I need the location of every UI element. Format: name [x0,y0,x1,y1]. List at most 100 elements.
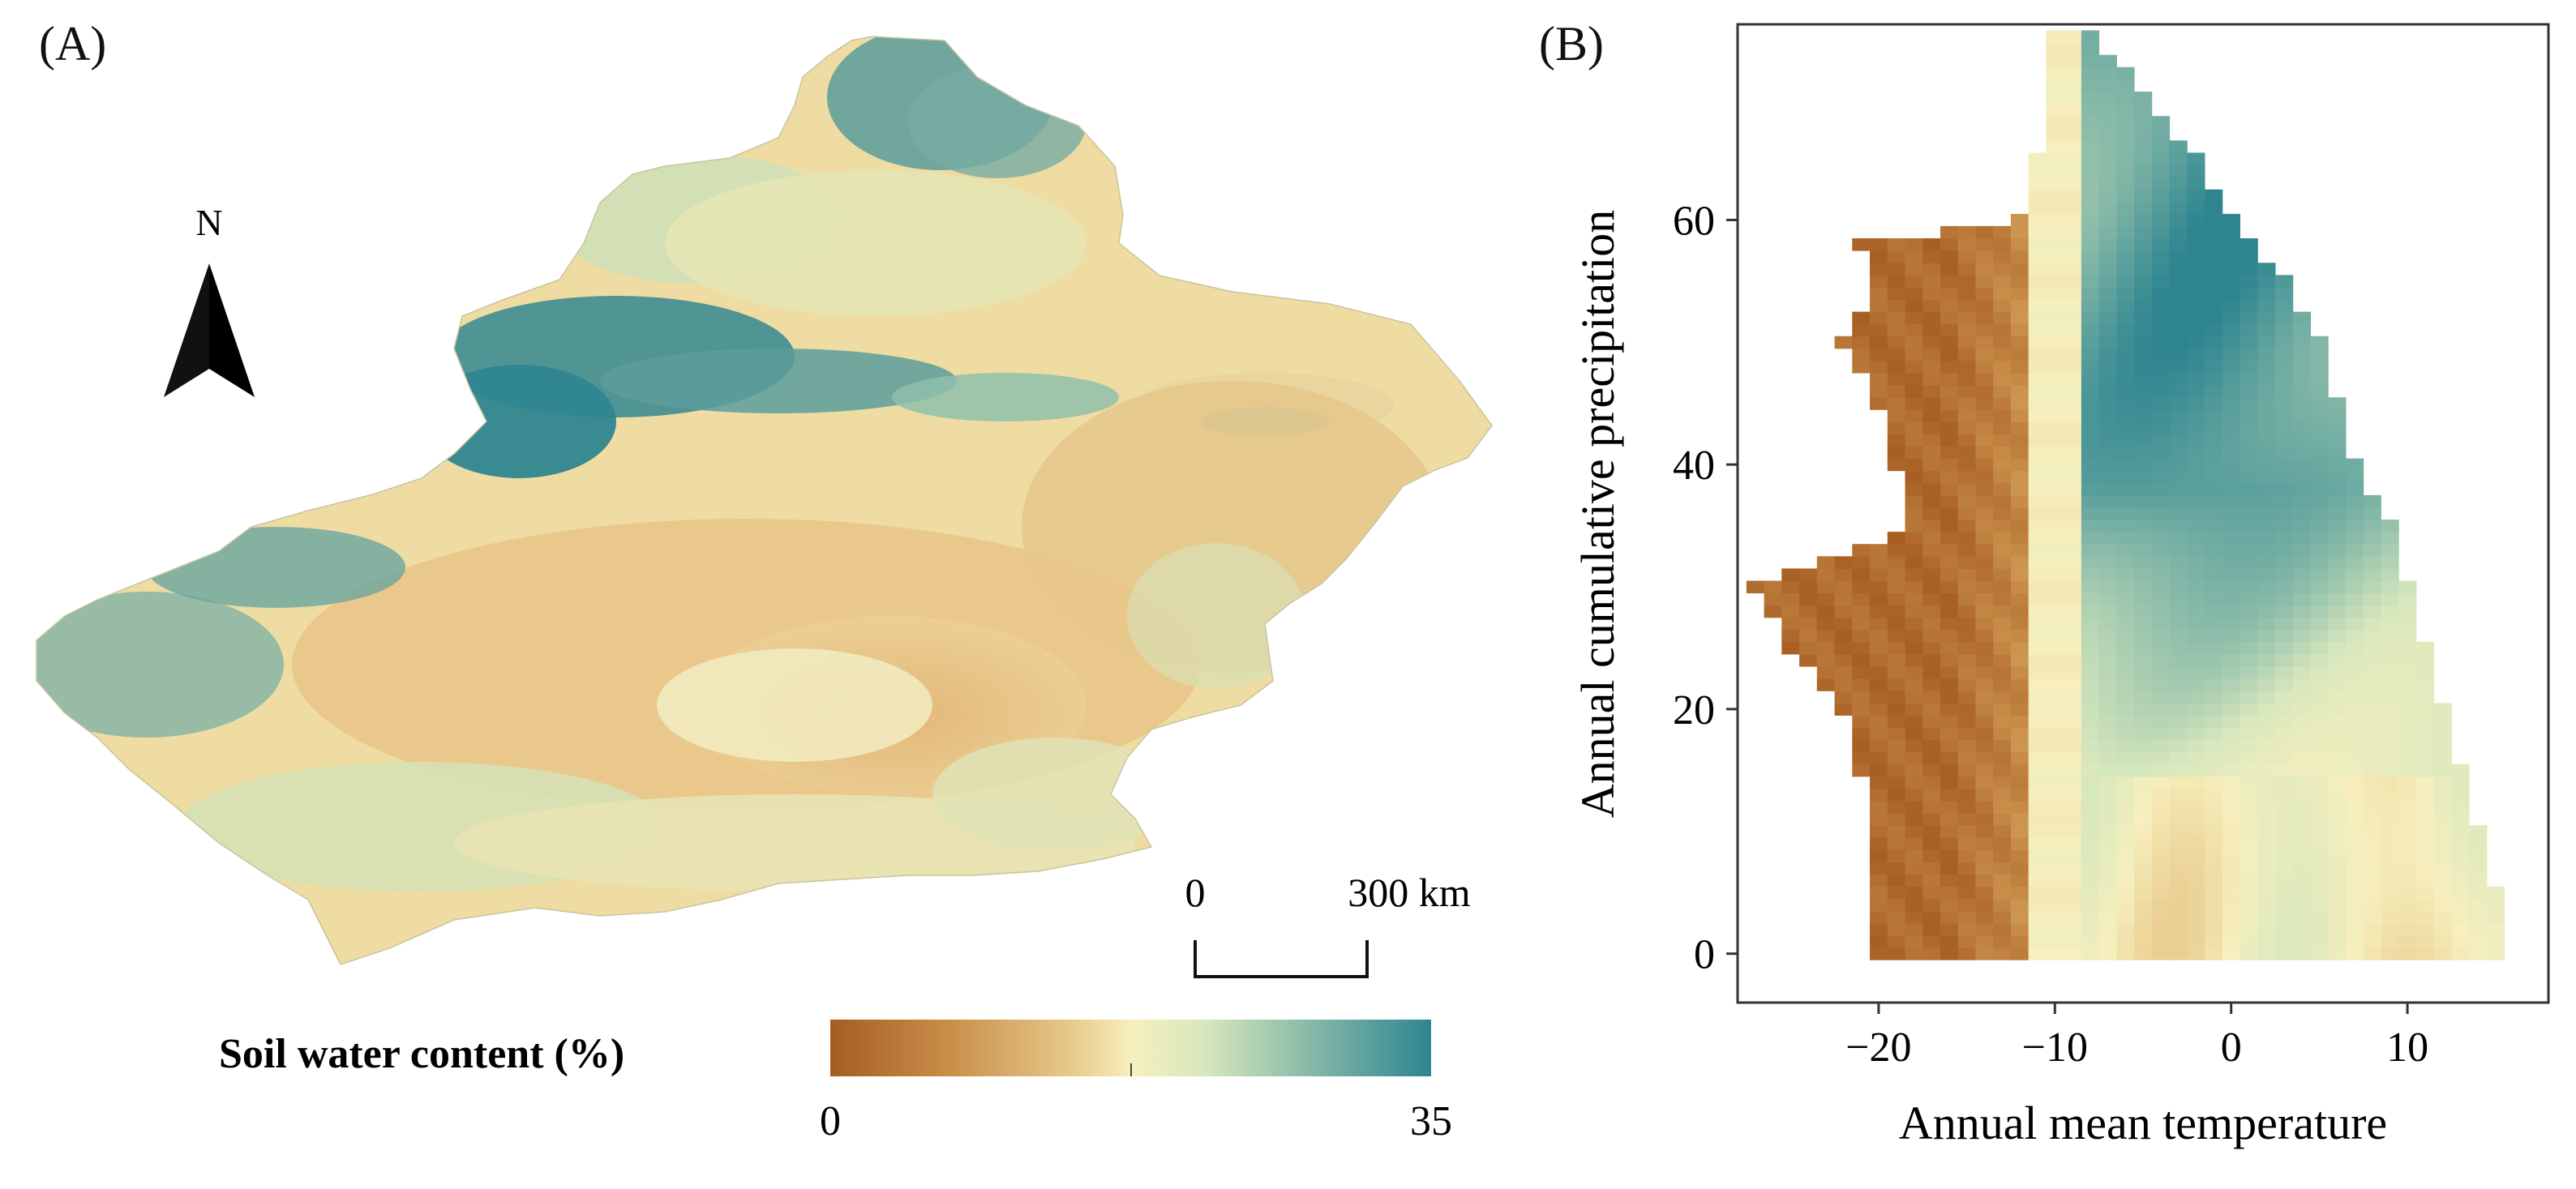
heatmap-cell [2169,494,2188,508]
heatmap-cell [2187,385,2205,398]
heatmap-cell [2134,421,2153,434]
heatmap-cell [1870,727,1888,741]
heatmap-cell [1993,776,2012,789]
heatmap-cell [2116,629,2135,643]
heatmap-cell [2046,922,2064,936]
heatmap-cell [1870,801,1888,814]
scale-bar-start-label: 0 [1185,870,1206,915]
heatmap-cell [2011,348,2030,361]
heatmap-cell [2240,336,2258,349]
heatmap-cell [2451,922,2470,936]
map-legend: Soil water content (%) 0 35 [219,1020,1452,1144]
heatmap-cell [2169,849,2188,862]
heatmap-cell [2275,311,2294,325]
heatmap-cell [2098,898,2117,912]
heatmap-cell [1957,458,1976,472]
heatmap-cell [1816,629,1835,643]
heatmap-cell [2222,862,2240,875]
heatmap-cell [2398,862,2417,875]
heatmap-cell [2151,813,2171,826]
heatmap-cell [2205,189,2223,203]
heatmap-cell [2363,776,2381,789]
heatmap-cell [1975,263,1994,276]
heatmap-cell [1870,580,1888,594]
heatmap-cell [1957,935,1976,948]
heatmap-cell [2064,116,2082,129]
heatmap-cell [2028,336,2047,349]
heatmap-cell [2187,434,2205,447]
heatmap-cell [2028,263,2047,276]
heatmap-cell [2257,409,2276,422]
heatmap-cell [2187,238,2205,251]
heatmap-cell [2398,617,2417,631]
heatmap-cell [1940,336,1959,349]
heatmap-cell [2151,837,2171,850]
heatmap-cell [2098,263,2117,276]
heatmap-cell [2205,580,2223,594]
heatmap-cell [2346,837,2364,850]
y-axis-label: Annual cumulative precipitation [1571,210,1624,819]
heatmap-cell [2433,837,2452,850]
heatmap-cell [2187,739,2205,753]
heatmap-cell [2187,165,2205,178]
heatmap-cell [2134,140,2153,153]
heatmap-cell [2081,789,2100,802]
heatmap-cell [2011,641,2030,655]
heatmap-cell [2081,678,2100,691]
heatmap-cell [2134,922,2153,936]
heatmap-cell [2398,801,2417,814]
heatmap-cell [2205,348,2223,361]
heatmap-cell [2151,544,2171,557]
heatmap-cell [1975,715,1994,728]
heatmap-cell [1940,947,1959,960]
heatmap-cell [2187,446,2205,460]
heatmap-cell [2416,862,2435,875]
heatmap-cell [1834,592,1853,606]
heatmap-cell [2205,776,2223,789]
heatmap-cell [2240,617,2258,631]
heatmap-cell [2081,862,2100,875]
heatmap-cell [2134,336,2153,349]
heatmap-cell [2011,910,2030,924]
heatmap-cell [2205,568,2223,581]
heatmap-cell [2328,801,2347,814]
heatmap-cell [1922,360,1941,374]
scale-bar-end-label: 300 km [1348,870,1471,915]
heatmap-cell [2346,629,2364,643]
heatmap-cell [2187,727,2205,741]
heatmap-cell [2451,947,2470,960]
heatmap-cell [2398,776,2417,789]
heatmap-cell [2116,494,2135,508]
heatmap-cell [2134,947,2153,960]
heatmap-cell [2346,862,2364,875]
heatmap-cell [1957,947,1976,960]
heatmap-cell [2222,837,2240,850]
heatmap-cell [2363,580,2381,594]
heatmap-cell [1852,568,1871,581]
heatmap-cell [2205,751,2223,765]
heatmap-cell [2169,299,2188,313]
heatmap-cell [2257,348,2276,361]
heatmap-cell [1870,617,1888,631]
heatmap-cell [2046,263,2064,276]
heatmap-cell [2081,751,2100,765]
heatmap-cell [1975,556,1994,569]
heatmap-cell [2028,189,2047,203]
heatmap-cell [1905,592,1923,606]
heatmap-cell [1870,666,1888,679]
heatmap-cell [1922,482,1941,496]
heatmap-cell [2205,910,2223,924]
heatmap-cell [1957,580,1976,594]
heatmap-cell [2310,898,2329,912]
heatmap-cell [2169,874,2188,887]
heatmap-cell [2433,739,2452,753]
heatmap-cell [2011,299,2030,313]
heatmap-cell [2222,311,2240,325]
heatmap-cell [2292,935,2311,948]
heatmap-cell [2257,446,2276,460]
heatmap-cell [2011,935,2030,948]
heatmap-cell [2205,947,2223,960]
heatmap-cell [2469,886,2488,900]
heatmap-cell [1922,446,1941,460]
heatmap-cell [2451,813,2470,826]
